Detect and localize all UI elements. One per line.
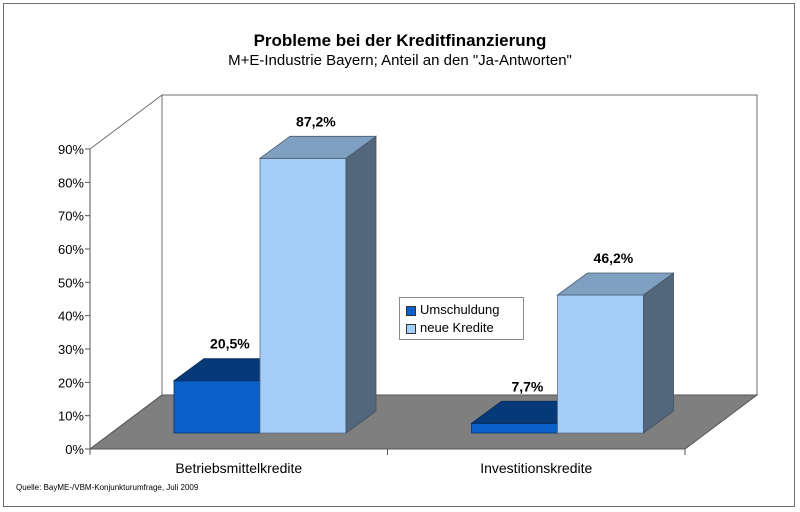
legend-swatch-umschuldung	[406, 306, 416, 316]
y-tick-label: 50%	[58, 275, 84, 290]
bar-front-neue-kredite	[259, 157, 347, 434]
y-tick-label: 40%	[58, 309, 84, 324]
side-wall	[89, 94, 163, 450]
y-tick-label: 20%	[58, 375, 84, 390]
data-label: 46,2%	[594, 250, 634, 266]
data-label: 7,7%	[511, 378, 543, 394]
y-tick-label: 0%	[65, 442, 84, 457]
source-note: Quelle: BayME-/VBM-Konjunkturumfrage, Ju…	[16, 483, 199, 492]
data-label: 87,2%	[296, 113, 336, 129]
bar-front-neue-kredite	[557, 294, 644, 434]
y-tick-label: 80%	[58, 175, 84, 190]
bar-side	[345, 135, 377, 434]
legend-swatch-neue-kredite	[406, 324, 416, 334]
y-tick-label: 30%	[58, 342, 84, 357]
y-tick-label: 90%	[58, 142, 84, 157]
y-tick-label: 70%	[58, 209, 84, 224]
legend-label-neue-kredite: neue Kredite	[420, 320, 494, 335]
bar-front-umschuldung	[173, 380, 261, 434]
data-label: 20,5%	[210, 336, 250, 352]
y-tick-label: 10%	[58, 409, 84, 424]
x-category-label: Betriebsmittelkredite	[175, 460, 302, 476]
x-category-label: Investitionskredite	[480, 460, 592, 476]
bar-top	[556, 272, 675, 296]
bar-front-umschuldung	[471, 422, 558, 434]
chart-title: Probleme bei der Kreditfinanzierung	[253, 31, 547, 50]
chart-legend: Umschuldung neue Kredite	[399, 297, 524, 340]
y-tick-label: 60%	[58, 242, 84, 257]
chart-subtitle: M+E-Industrie Bayern; Anteil an den "Ja-…	[228, 52, 572, 69]
bar-top	[258, 135, 378, 159]
bar-side	[643, 272, 674, 434]
legend-label-umschuldung: Umschuldung	[420, 302, 500, 317]
